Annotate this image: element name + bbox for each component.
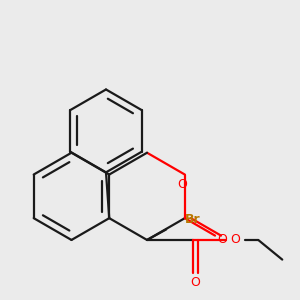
Text: O: O xyxy=(218,233,227,247)
Text: O: O xyxy=(190,276,200,289)
Text: O: O xyxy=(230,233,240,247)
Text: Br: Br xyxy=(185,213,200,226)
Text: O: O xyxy=(178,178,188,191)
